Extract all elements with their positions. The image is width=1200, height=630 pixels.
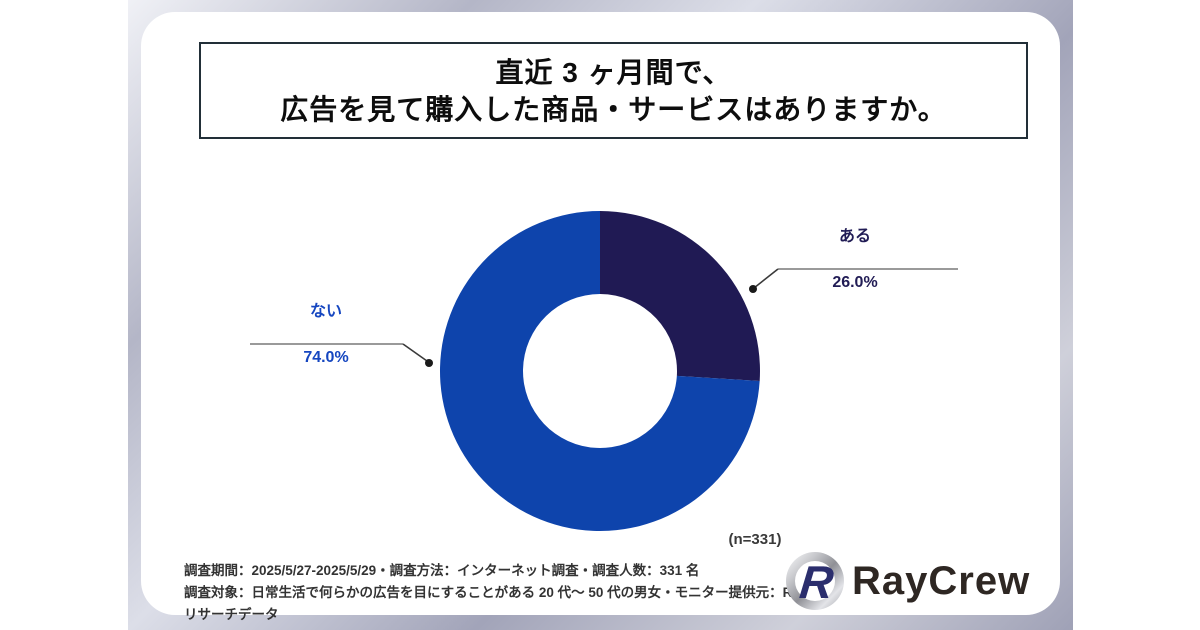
slice-value-nai: 74.0% <box>303 349 349 366</box>
leader-dot-nai <box>425 359 433 367</box>
survey-question-line2: 広告を見て購入した商品・サービスはありますか。 <box>280 93 947 125</box>
sample-size-note: (n=331) <box>728 531 782 548</box>
slice-label-aru: ある <box>838 228 871 245</box>
metallic-frame: 直近 3 ヶ月間で、 広告を見て購入した商品・サービスはありますか。 <box>128 0 1073 630</box>
survey-period-method-line: 調査期間：2025/5/27-2025/5/29・調査方法：インターネット調査・… <box>184 563 700 578</box>
raycrew-logo-mark: R <box>786 552 844 610</box>
raycrew-logo: R RayCrew <box>786 551 1030 611</box>
leader-line-nai-diagonal <box>402 343 428 362</box>
donut-slice-nai <box>439 211 760 531</box>
survey-methodology-notes: 調査期間：2025/5/27-2025/5/29・調査方法：インターネット調査・… <box>184 560 804 626</box>
donut-slices <box>439 211 760 531</box>
donut-slice-aru <box>600 211 760 382</box>
survey-target-line: 調査対象：日常生活で何らかの広告を目にすることがある 20 代〜 50 代の男女… <box>184 585 803 622</box>
leader-dot-aru <box>749 285 757 293</box>
content-card: 直近 3 ヶ月間で、 広告を見て購入した商品・サービスはありますか。 <box>141 12 1060 615</box>
raycrew-logo-r-icon: R <box>797 556 836 608</box>
raycrew-logo-text: RayCrew <box>852 559 1031 603</box>
leader-line-aru-diagonal <box>753 268 779 289</box>
slice-value-aru: 26.0% <box>832 274 878 291</box>
slice-label-nai: ない <box>309 303 342 320</box>
survey-question-box: 直近 3 ヶ月間で、 広告を見て購入した商品・サービスはありますか。 <box>199 42 1028 139</box>
survey-question-line1: 直近 3 ヶ月間で、 <box>495 56 732 88</box>
